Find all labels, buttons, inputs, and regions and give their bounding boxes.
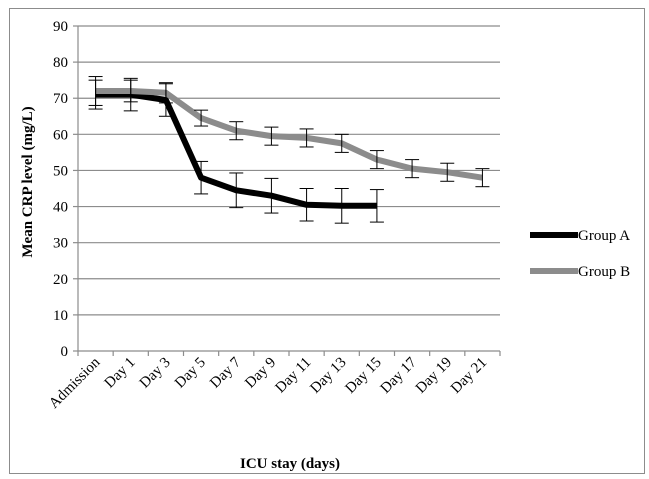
- y-tick-label-20: 20: [53, 272, 68, 288]
- legend-label-0: Group A: [578, 228, 630, 244]
- chart-frame: [9, 8, 645, 474]
- x-tick-label-0: Admission: [46, 354, 104, 412]
- legend: Group A Group B: [530, 228, 630, 280]
- error-bar-series1-8: [369, 150, 384, 170]
- x-tick-label-4: Day 7: [207, 354, 244, 391]
- error-bar-series1-4: [229, 121, 244, 141]
- x-tick-label-1: Day 1: [102, 355, 139, 392]
- error-bar-series1-1: [123, 79, 138, 103]
- y-tick-label-70: 70: [53, 91, 68, 107]
- error-bar-series1-6: [299, 128, 314, 148]
- y-tick-label-30: 30: [53, 236, 68, 252]
- error-bar-series1-11: [475, 168, 490, 188]
- axes: [73, 25, 501, 356]
- x-tick-label-2: Day 3: [137, 355, 174, 392]
- series-line-1: [95, 88, 483, 181]
- x-tick-label-6: Day 11: [273, 355, 315, 397]
- y-tick-labels: 0 10 20 30 40 50 60 70 80 90: [53, 19, 68, 360]
- error-bar-series0-5: [264, 177, 279, 214]
- error-bar-series1-9: [405, 159, 420, 179]
- y-axis-label: Mean CRP level (mg/L): [20, 106, 36, 257]
- legend-label-1: Group B: [578, 264, 630, 280]
- error-bar-series0-4: [229, 172, 244, 209]
- series-lines: [95, 88, 483, 209]
- error-bar-series0-3: [194, 160, 209, 195]
- y-tick-label-90: 90: [53, 19, 68, 35]
- error-bars: [88, 76, 490, 224]
- x-axis-label: ICU stay (days): [240, 456, 340, 472]
- y-tick-label-60: 60: [53, 127, 68, 143]
- y-tick-label-0: 0: [61, 344, 69, 360]
- error-bar-series1-0: [88, 76, 103, 106]
- error-bar-series0-7: [334, 188, 349, 224]
- error-bar-series0-6: [299, 188, 314, 222]
- error-bar-series1-5: [264, 126, 279, 146]
- x-tick-label-8: Day 15: [342, 355, 384, 397]
- x-tick-label-10: Day 19: [413, 355, 455, 397]
- x-tick-label-11: Day 21: [448, 355, 490, 397]
- error-bar-series0-8: [369, 189, 384, 223]
- error-bar-series1-7: [334, 133, 349, 153]
- y-tick-label-80: 80: [53, 55, 68, 71]
- y-tick-label-50: 50: [53, 163, 68, 179]
- error-bar-series1-10: [440, 162, 455, 182]
- y-tick-label-10: 10: [53, 308, 68, 324]
- x-tick-label-7: Day 13: [307, 355, 349, 397]
- error-bar-series1-3: [194, 109, 209, 127]
- x-tick-label-9: Day 17: [378, 354, 421, 397]
- x-tick-label-3: Day 5: [172, 355, 209, 392]
- error-bar-series1-2: [158, 82, 173, 104]
- y-tick-label-40: 40: [53, 200, 68, 216]
